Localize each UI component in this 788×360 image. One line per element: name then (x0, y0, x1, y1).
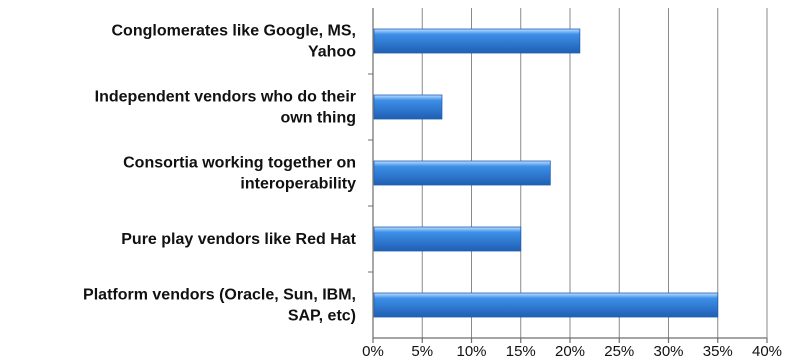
bar (373, 292, 719, 318)
bars (373, 28, 719, 318)
category-label: Consortia working together on (123, 155, 356, 172)
category-label: Yahoo (308, 44, 356, 61)
x-tick-labels: 0% 5% 10% 15% 20% 25% 30% 35% 40% (362, 343, 782, 360)
x-tick-label: 15% (506, 343, 536, 360)
x-tick-label: 30% (653, 343, 683, 360)
axes (368, 8, 768, 343)
x-tick-label: 5% (411, 343, 433, 360)
category-label: Independent vendors who do their (95, 89, 356, 106)
x-tick-label: 35% (703, 343, 733, 360)
x-tick-label: 20% (555, 343, 585, 360)
bar (373, 94, 443, 120)
x-tick-label: 0% (362, 343, 384, 360)
bar (373, 160, 551, 186)
category-label: interoperability (240, 176, 356, 193)
bar (373, 226, 522, 252)
bar (373, 28, 581, 54)
category-label: Conglomerates like Google, MS, (112, 23, 357, 40)
category-label: SAP, etc) (288, 308, 356, 325)
category-label: own thing (280, 110, 356, 127)
category-label: Pure play vendors like Red Hat (121, 231, 356, 248)
x-tick-label: 10% (456, 343, 486, 360)
x-tick-label: 25% (604, 343, 634, 360)
category-labels: Conglomerates like Google, MS, Yahoo Indep… (83, 23, 357, 325)
x-tick-label: 40% (752, 343, 782, 360)
category-label: Platform vendors (Oracle, Sun, IBM, (83, 287, 356, 304)
